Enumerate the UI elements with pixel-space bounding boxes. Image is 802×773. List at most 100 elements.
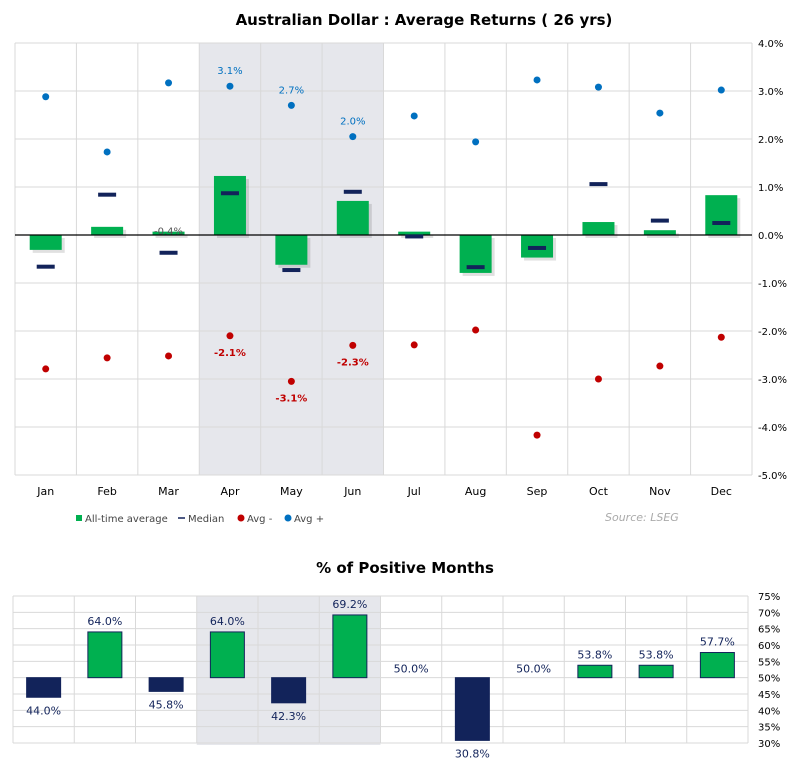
avg-plus-label: 2.7% [279,85,304,96]
bar-all-time-average [643,230,676,235]
bar-all-time-average [398,231,431,235]
bar-positive-pct [638,664,674,679]
bar-all-time-average [582,222,615,235]
x-tick-label: Nov [649,485,671,498]
legend-label: Median [188,514,224,525]
avg-minus-point [656,362,664,370]
bar-data-label: 57.7% [700,636,735,649]
y-tick-label: 4.0% [758,39,783,50]
y-tick-label: 55% [758,657,780,668]
median-marker [650,218,669,223]
avg-plus-point [410,112,418,120]
bar-positive-pct [577,664,613,679]
y-tick-label: 3.0% [758,87,783,98]
avg-minus-point [165,352,173,360]
y-tick-label: 30% [758,739,780,750]
avg-minus-point [717,333,725,341]
legend-label: Avg - [247,514,273,525]
legend-label: Avg + [294,514,324,525]
chart-title-returns: Australian Dollar : Average Returns ( 26… [236,11,613,29]
bar-data-label: 50.0% [516,663,551,676]
x-tick-label: Apr [220,485,240,498]
x-tick-label: Oct [589,485,609,498]
highlight-band [322,43,384,475]
median-marker [405,234,424,239]
median-marker [36,264,55,269]
bar-data-label: 45.8% [149,698,184,711]
avg-plus-point [472,138,480,146]
y-tick-label: 1.0% [758,183,783,194]
bar-data-label: 53.8% [577,648,612,661]
avg-minus-point [349,341,357,349]
avg-plus-label: 2.0% [340,117,365,128]
bar-shadow [155,234,188,238]
source-note: Source: LSEG [605,511,679,524]
y-tick-label: -4.0% [758,423,787,434]
bar-positive-pct [271,677,307,704]
y-tick-label: -3.0% [758,375,787,386]
y-tick-label: 50% [758,674,780,685]
avg-minus-label: -2.3% [337,357,369,368]
y-tick-label: 45% [758,690,780,701]
x-tick-label: Feb [97,485,116,498]
median-marker [282,268,301,273]
x-tick-label: Jul [407,485,421,498]
avg-plus-point [226,82,234,90]
y-tick-label: 35% [758,723,780,734]
x-tick-label: Aug [465,485,486,498]
bar-all-time-average [152,231,185,235]
bar-all-time-average [213,175,246,235]
avg-minus-point [594,375,602,383]
bar-data-label: 64.0% [210,615,245,628]
y-tick-label: 2.0% [758,135,783,146]
y-tick-label: 65% [758,625,780,636]
avg-plus-point [533,76,541,84]
avg-plus-point [656,109,664,117]
x-tick-label: Mar [158,485,179,498]
avg-minus-point [103,354,111,362]
x-tick-label: Dec [711,485,732,498]
legend-swatch-avg-plus [284,514,292,522]
bar-all-time-average [275,235,308,265]
median-marker [589,182,608,187]
bar-data-label: 64.0% [87,615,122,628]
avg-minus-point [226,332,234,340]
y-tick-label: 40% [758,706,780,717]
avg-plus-label: 3.1% [217,66,242,77]
highlight-band [199,43,261,475]
avg-minus-point [533,431,541,439]
bar-data-label: 69.2% [332,598,367,611]
x-tick-label: Jun [343,485,361,498]
median-marker [528,245,547,250]
bar-data-label: 30.8% [455,747,490,760]
x-tick-label: Jan [36,485,54,498]
bar-data-label: 42.3% [271,710,306,723]
y-tick-label: -1.0% [758,279,787,290]
bar-positive-pct [332,614,368,679]
bar-positive-pct [454,677,490,741]
avg-plus-point [717,86,725,94]
bar-all-time-average [91,226,124,235]
bar-positive-pct [699,652,735,679]
avg-minus-point [287,377,295,385]
x-tick-label: May [280,485,303,498]
y-tick-label: 75% [758,592,780,603]
bar-all-time-average [336,200,369,235]
y-tick-label: 60% [758,641,780,652]
bar-data-label: 50.0% [394,663,429,676]
y-tick-label: -5.0% [758,471,787,482]
avg-plus-point [287,101,295,109]
avg-plus-point [42,93,50,101]
y-tick-label: 70% [758,608,780,619]
x-tick-label: Sep [527,485,548,498]
avg-minus-point [472,326,480,334]
bar-positive-pct [209,631,245,679]
avg-plus-point [103,148,111,156]
legend-swatch-avg-minus [237,514,245,522]
avg-plus-point [165,79,173,87]
y-tick-label: 0.0% [758,231,783,242]
y-tick-label: -2.0% [758,327,787,338]
bar-positive-pct [87,631,123,679]
avg-plus-point [349,133,357,141]
